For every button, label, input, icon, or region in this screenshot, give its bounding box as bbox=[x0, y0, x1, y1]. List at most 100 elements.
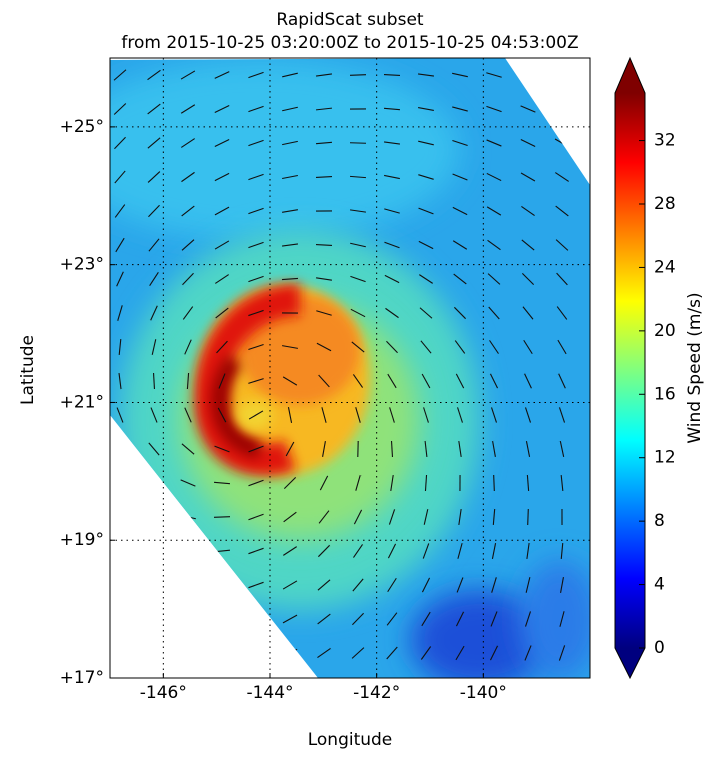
wind-arrow bbox=[180, 583, 196, 588]
wind-arrow-shaft bbox=[520, 72, 535, 77]
wind-arrow-shaft bbox=[147, 514, 162, 521]
y-axis-label: Latitude bbox=[18, 335, 38, 405]
colorbar-tick-label: 0 bbox=[654, 638, 665, 658]
wind-arrow-head bbox=[229, 615, 230, 620]
wind-arrow bbox=[146, 617, 162, 622]
colorbar-extend-top bbox=[615, 58, 645, 93]
wind-arrow-shaft bbox=[113, 548, 128, 555]
wind-arrow-head bbox=[127, 585, 129, 590]
chart-title: RapidScat subset bbox=[276, 10, 424, 30]
wind-arrow bbox=[214, 649, 230, 655]
wind-arrow-shaft bbox=[350, 75, 366, 76]
wind-arrow-shaft bbox=[112, 652, 128, 655]
wind-arrow-head bbox=[554, 103, 556, 107]
wind-arrow-shaft bbox=[115, 442, 124, 455]
wind-arrow-shaft bbox=[112, 582, 127, 587]
wind-arrow-head bbox=[230, 581, 231, 586]
colorbar-tick-label: 16 bbox=[654, 384, 676, 404]
wind-arrow-shaft bbox=[350, 143, 366, 144]
wind-arrow bbox=[114, 478, 128, 491]
wind-field bbox=[60, 58, 600, 690]
wind-arrow bbox=[113, 548, 129, 557]
wind-arrow-shaft bbox=[494, 475, 495, 491]
wind-arrow-head bbox=[162, 617, 163, 622]
wind-arrow-shaft bbox=[180, 652, 196, 653]
wind-arrow-shaft bbox=[113, 513, 127, 522]
wind-arrow-head bbox=[160, 518, 162, 523]
wind-arrow-shaft bbox=[528, 509, 529, 525]
wind-arrow-head bbox=[554, 70, 556, 75]
wind-arrow bbox=[214, 615, 230, 620]
colorbar-tick-label: 4 bbox=[654, 575, 665, 595]
wind-arrow bbox=[214, 581, 230, 586]
wind-arrow-shaft bbox=[283, 649, 297, 656]
wind-arrow-shaft bbox=[146, 549, 161, 553]
colorbar-tick-label: 12 bbox=[654, 448, 676, 468]
chart-subtitle: from 2015-10-25 03:20:00Z to 2015-10-25 … bbox=[121, 33, 578, 53]
wind-arrow-shaft bbox=[248, 650, 263, 655]
wind-arrow-shaft bbox=[146, 618, 162, 620]
wind-arrow bbox=[520, 70, 536, 78]
wind-arrow-shaft bbox=[214, 584, 230, 586]
wind-arrow-shaft bbox=[112, 617, 128, 621]
wind-arrow bbox=[248, 614, 264, 622]
x-axis-label: Longitude bbox=[308, 730, 393, 750]
wind-arrow bbox=[147, 514, 163, 523]
wind-arrow-head bbox=[161, 551, 162, 556]
colorbar-tick-label: 32 bbox=[654, 131, 676, 151]
wind-arrow-shaft bbox=[214, 517, 230, 518]
colorbar-tick-label: 20 bbox=[654, 321, 676, 341]
y-tick-label: +19° bbox=[60, 530, 104, 550]
wind-arrow bbox=[554, 70, 570, 79]
wind-arrow-head bbox=[125, 519, 128, 523]
wind-arrow-shaft bbox=[147, 478, 160, 487]
x-tick-label: -146° bbox=[140, 683, 187, 703]
wind-arrow bbox=[180, 549, 196, 554]
wind-arrow-head bbox=[159, 486, 162, 490]
wind-arrow-head bbox=[123, 454, 127, 457]
wind-arrow-shaft bbox=[114, 478, 126, 489]
wind-arrow bbox=[146, 584, 162, 589]
wind-arrow bbox=[180, 616, 196, 621]
wind-arrow-shaft bbox=[316, 177, 332, 178]
wind-arrow bbox=[180, 650, 196, 655]
colorbar-tick-label: 8 bbox=[654, 511, 665, 531]
colorbar bbox=[615, 93, 645, 648]
wind-arrow bbox=[146, 651, 162, 656]
wind-arrow bbox=[112, 582, 128, 589]
wind-arrow-head bbox=[124, 487, 127, 491]
wind-arrow-head bbox=[520, 70, 522, 75]
wind-arrow-shaft bbox=[146, 653, 162, 654]
wind-arrow-shaft bbox=[248, 616, 263, 621]
colorbar-tick-label: 28 bbox=[654, 194, 676, 214]
x-tick-label: -144° bbox=[246, 683, 293, 703]
wind-arrow-head bbox=[127, 618, 128, 623]
wind-arrow bbox=[554, 103, 569, 112]
wind-arrow bbox=[146, 549, 162, 556]
y-tick-label: +25° bbox=[60, 117, 104, 137]
wind-arrow-shaft bbox=[214, 651, 230, 654]
wind-arrow-head bbox=[229, 649, 230, 654]
wind-arrow-head bbox=[263, 614, 265, 619]
x-tick-label: -142° bbox=[353, 683, 400, 703]
colorbar-tick-label: 24 bbox=[654, 257, 676, 277]
colorbar-label: Wind Speed (m/s) bbox=[685, 292, 705, 443]
colorbar-extend-bottom bbox=[615, 648, 645, 678]
wind-arrow-head bbox=[263, 648, 265, 653]
wind-arrow-head bbox=[126, 552, 128, 557]
wind-arrow-head bbox=[196, 549, 197, 554]
wind-arrow bbox=[112, 617, 128, 623]
wind-arrow-shaft bbox=[214, 618, 230, 621]
y-tick-label: +17° bbox=[60, 668, 104, 688]
y-tick-label: +21° bbox=[60, 392, 104, 412]
wind-arrow bbox=[147, 478, 162, 489]
wind-arrow-shaft bbox=[146, 584, 162, 587]
wind-arrow-shaft bbox=[180, 550, 196, 552]
wind-arrow-head bbox=[161, 584, 162, 589]
wind-arrow bbox=[113, 513, 128, 524]
wind-arrow-head bbox=[127, 652, 128, 657]
wind-arrow-shaft bbox=[555, 72, 570, 78]
wind-arrow bbox=[248, 648, 264, 656]
wind-arrow-shaft bbox=[555, 105, 569, 112]
